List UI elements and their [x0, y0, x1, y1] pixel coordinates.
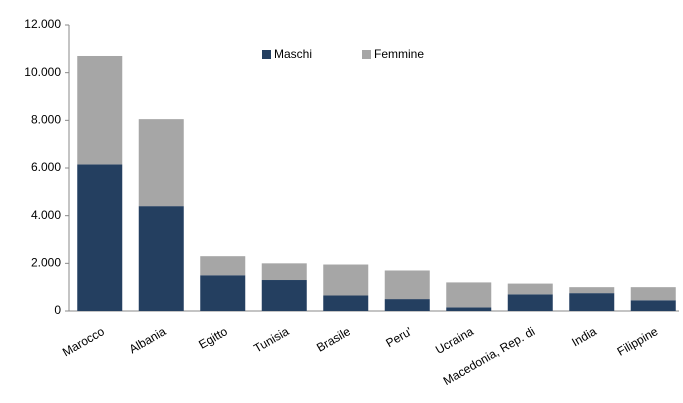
legend-label: Femmine [374, 47, 424, 61]
bar-segment [384, 270, 430, 300]
bar-segment [507, 283, 553, 295]
y-tick-label: 0 [54, 303, 61, 317]
x-tick-label: Filippine [615, 324, 661, 359]
bar-segment [138, 206, 184, 311]
y-tick-label: 8.000 [31, 113, 61, 127]
bar-segment [446, 307, 492, 311]
x-tick-label: Ucraina [433, 324, 476, 357]
bar-segment [384, 299, 430, 311]
bar-segment [77, 55, 123, 165]
y-tick-label: 6.000 [31, 160, 61, 174]
bar-segment [569, 293, 615, 311]
bar-segment [446, 282, 492, 308]
x-tick-label: Peru' [383, 324, 414, 350]
bar-segment [323, 264, 369, 296]
bar-segment [630, 287, 676, 301]
x-tick-label: Marocco [60, 324, 107, 359]
y-tick-label: 4.000 [31, 208, 61, 222]
y-tick-label: 2.000 [31, 256, 61, 270]
x-tick-label: Egitto [196, 324, 230, 352]
legend-swatch [262, 50, 271, 59]
legend-swatch [362, 50, 371, 59]
bar-segment [261, 263, 307, 281]
bar-segment [630, 300, 676, 311]
x-tick-label: India [569, 324, 599, 349]
y-tick-label: 10.000 [24, 65, 61, 79]
bar-segment [569, 287, 615, 294]
bar-segment [77, 164, 123, 311]
bar-segment [200, 256, 246, 276]
x-tick-label: Tunisia [251, 324, 291, 355]
legend-label: Maschi [274, 47, 312, 61]
y-tick-label: 12.000 [24, 17, 61, 31]
bar-segment [507, 294, 553, 311]
bar-segment [261, 280, 307, 311]
x-tick-label: Albania [127, 324, 169, 356]
bar-segment [200, 275, 246, 311]
bar-segment [323, 295, 369, 311]
x-tick-label: Brasile [314, 324, 353, 355]
bar-segment [138, 119, 184, 207]
